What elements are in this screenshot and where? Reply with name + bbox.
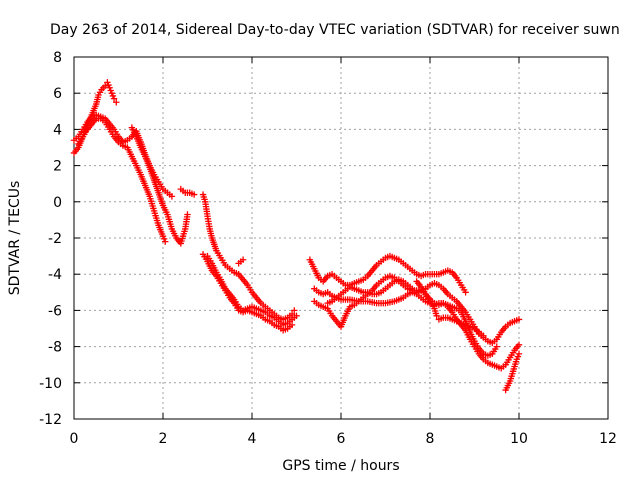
data-point bbox=[515, 350, 523, 358]
data-point bbox=[288, 321, 296, 329]
y-tick-label: -4 bbox=[48, 267, 62, 283]
axis-ticks bbox=[73, 56, 609, 420]
y-tick-label: -6 bbox=[48, 303, 62, 319]
series-track bbox=[204, 252, 300, 329]
y-tick-label: 0 bbox=[53, 195, 62, 211]
series-track bbox=[413, 278, 487, 339]
series-track bbox=[324, 276, 523, 347]
data-point bbox=[113, 99, 120, 106]
y-tick-label: -10 bbox=[39, 376, 62, 392]
x-tick-label: 0 bbox=[70, 431, 79, 447]
series-track bbox=[177, 185, 198, 198]
series-track bbox=[128, 124, 191, 247]
data-point bbox=[168, 193, 176, 200]
y-tick-label: 4 bbox=[53, 122, 62, 138]
data-point bbox=[291, 307, 298, 314]
x-tick-label: 8 bbox=[426, 431, 435, 447]
y-tick-labels: -12 -10 -8 -6 -4 -2 0 2 4 6 8 bbox=[39, 50, 62, 428]
data-points bbox=[70, 79, 523, 394]
data-point bbox=[110, 95, 118, 102]
data-point bbox=[515, 341, 523, 348]
x-tick-labels: 0 2 4 6 8 10 12 bbox=[70, 431, 617, 447]
data-point bbox=[184, 211, 191, 218]
y-tick-label: -12 bbox=[39, 412, 62, 428]
y-tick-label: -2 bbox=[48, 231, 62, 247]
data-point bbox=[493, 343, 500, 350]
x-tick-label: 6 bbox=[337, 431, 346, 447]
series-track bbox=[235, 256, 247, 267]
x-tick-label: 4 bbox=[248, 431, 257, 447]
y-tick-label: 8 bbox=[53, 50, 62, 66]
series-track bbox=[306, 252, 469, 296]
y-tick-label: 6 bbox=[53, 86, 62, 102]
data-point bbox=[190, 191, 198, 198]
data-point bbox=[239, 256, 247, 263]
data-point bbox=[480, 332, 487, 339]
x-tick-label: 2 bbox=[159, 431, 168, 447]
y-tick-label: -8 bbox=[48, 340, 62, 356]
chart-title: Day 263 of 2014, Sidereal Day-to-day VTE… bbox=[50, 22, 620, 38]
data-point bbox=[288, 310, 296, 318]
series-track bbox=[502, 350, 523, 394]
series-track bbox=[199, 191, 298, 323]
data-point bbox=[101, 82, 109, 90]
data-point bbox=[515, 316, 523, 323]
y-axis-label: SDTVAR / TECUs bbox=[7, 181, 23, 296]
data-point bbox=[433, 312, 440, 320]
data-point bbox=[293, 312, 300, 320]
data-point bbox=[462, 289, 469, 296]
series-track bbox=[75, 115, 169, 245]
x-tick-label: 10 bbox=[510, 431, 528, 447]
x-tick-label: 12 bbox=[599, 431, 617, 447]
y-tick-label: 2 bbox=[53, 159, 62, 175]
data-point bbox=[162, 238, 169, 245]
x-axis-label: GPS time / hours bbox=[282, 458, 399, 474]
